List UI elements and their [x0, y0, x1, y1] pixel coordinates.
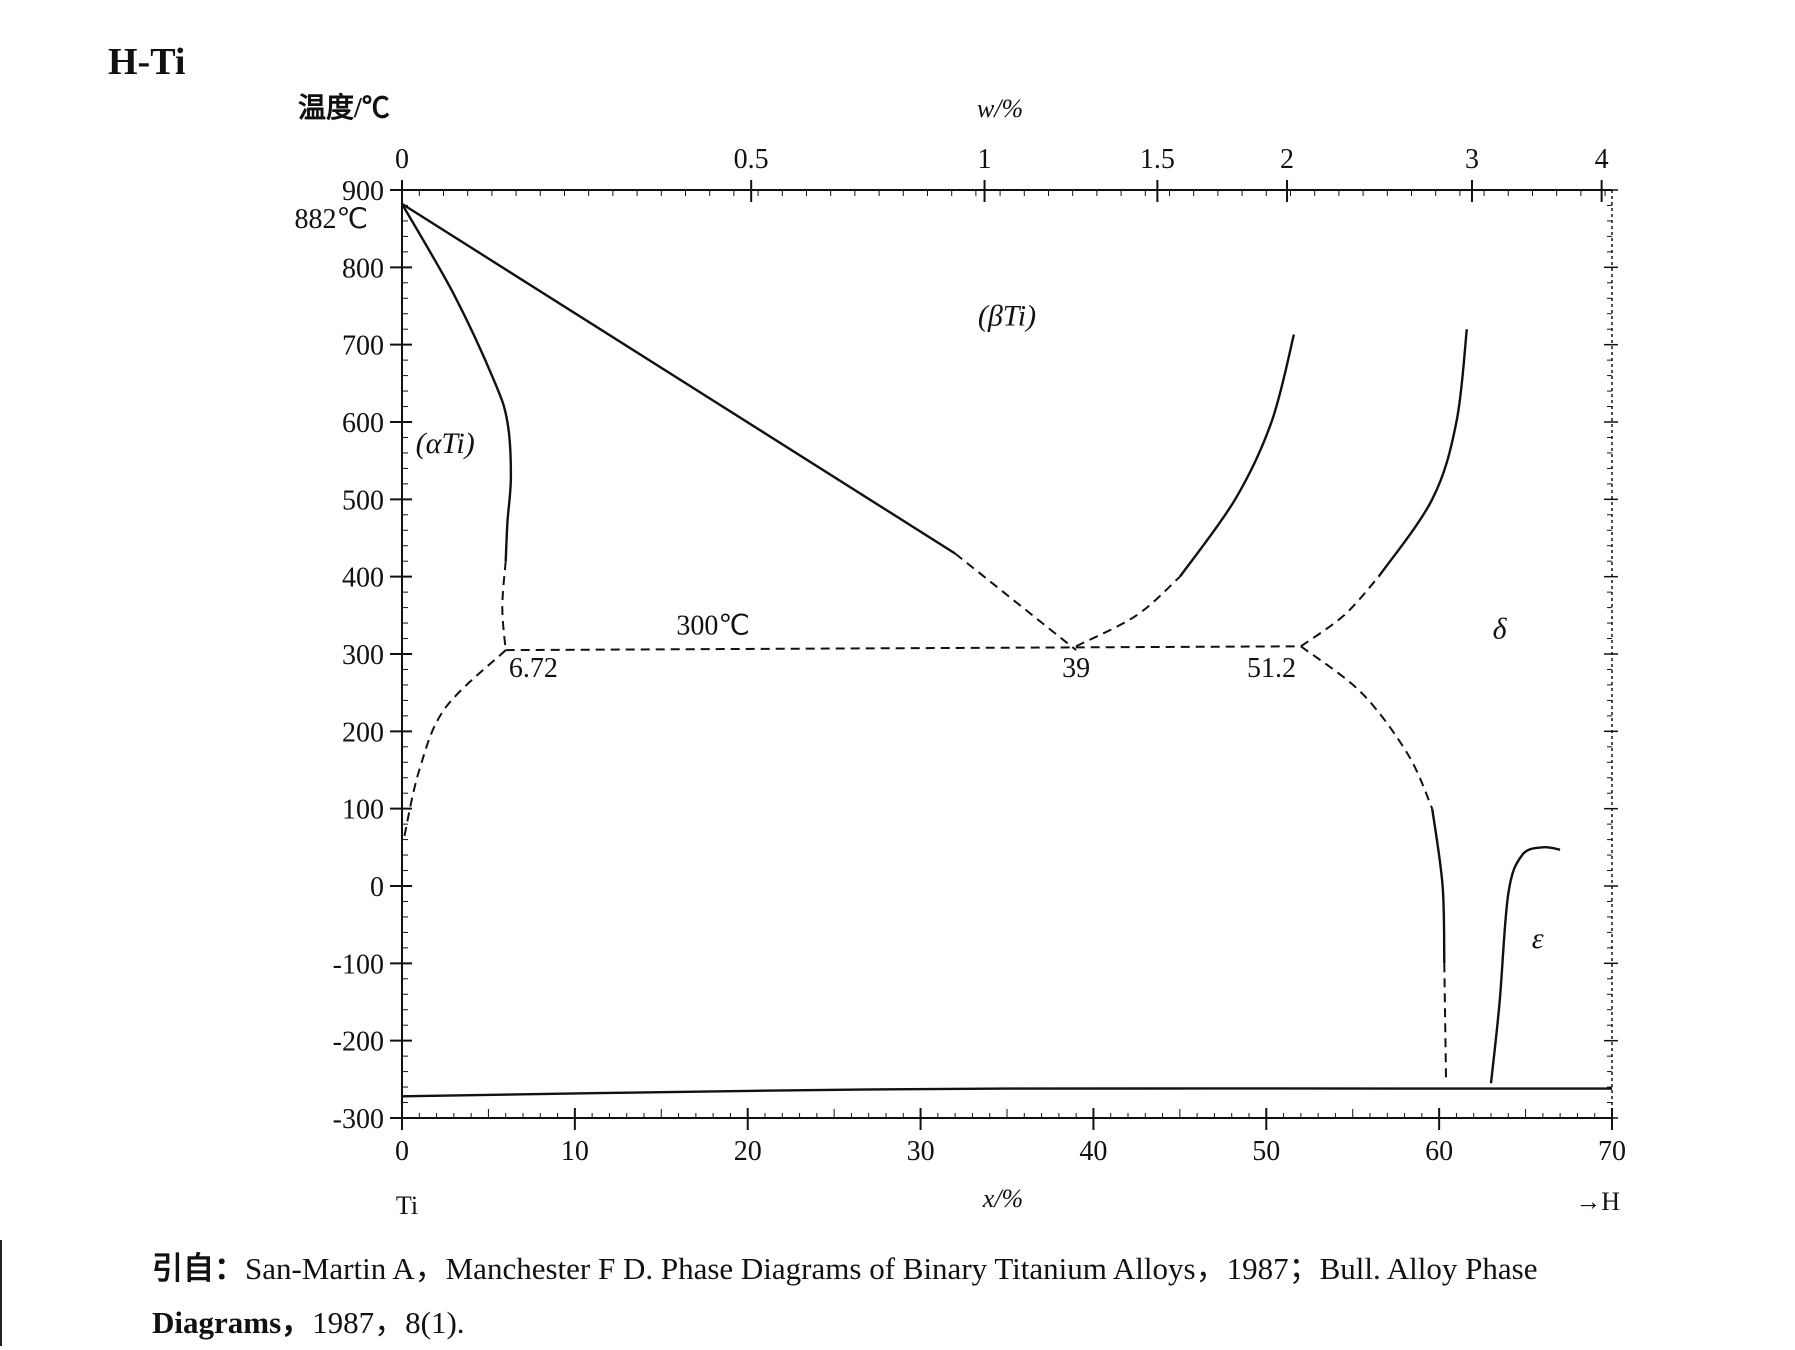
x-tick-label: 50	[1252, 1136, 1280, 1167]
point-label-p512: 51.2	[1247, 653, 1296, 684]
x-top-tick-label: 4	[1595, 144, 1609, 175]
boundary-beta-delta-left	[1178, 334, 1296, 578]
phase-label-epsilon: ε	[1532, 922, 1544, 955]
y-tick-label: 600	[342, 408, 384, 439]
y-tick-label: 200	[342, 717, 384, 748]
x-top-tick-label: 0	[395, 144, 409, 175]
boundary-eutectoid	[505, 645, 1301, 652]
boundary-base-line	[401, 1087, 1612, 1098]
x-tick-label: 10	[561, 1136, 589, 1167]
citation-text: San-Martin A，Manchester F D. Phase Diagr…	[245, 1251, 1538, 1286]
phase-boundaries	[400, 202, 1612, 1098]
boundary-epsilon-boundary	[1489, 845, 1561, 1084]
point-label-p672: 6.72	[509, 653, 558, 684]
axis-ticks: 9008007006005004003002001000-100-200-300…	[333, 144, 1626, 1167]
boundary-alpha-solvus	[400, 203, 513, 562]
y-tick-label: 700	[342, 331, 384, 362]
boundary-beta-delta-right-ext	[1300, 576, 1380, 648]
x-tick-label: 70	[1598, 1136, 1626, 1167]
x-top-tick-label: 1	[978, 144, 992, 175]
point-label-p39: 39	[1062, 653, 1090, 684]
x-top-tick-label: 1.5	[1140, 144, 1175, 175]
x-bottom-axis-label: x/%	[982, 1184, 1023, 1213]
x-top-tick-label: 2	[1280, 144, 1294, 175]
x-top-tick-label: 0.5	[734, 144, 769, 175]
boundary-beta-transus	[401, 202, 956, 555]
x-top-tick-label: 3	[1465, 144, 1479, 175]
y-tick-label: 400	[342, 563, 384, 594]
x-tick-label: 30	[907, 1136, 935, 1167]
citation: 引自：San-Martin A，Manchester F D. Phase Di…	[152, 1242, 1782, 1350]
x-tick-label: 20	[734, 1136, 762, 1167]
y-tick-label: 300	[342, 640, 384, 671]
x-tick-label: 60	[1425, 1136, 1453, 1167]
y-tick-label: 900	[342, 176, 384, 207]
y-tick-label: 0	[370, 872, 384, 903]
y-tick-label: -300	[333, 1104, 384, 1135]
y-tick-label: -200	[333, 1027, 384, 1058]
boundary-beta-transus-ext	[954, 552, 1077, 651]
phase-label-beta: (βTi)	[978, 299, 1036, 332]
y-extra-label: 882℃	[295, 204, 368, 235]
citation-line-2: Diagrams，1987，8(1).	[152, 1296, 1782, 1350]
boundary-beta-delta-right	[1377, 329, 1468, 578]
citation-prefix: 引自：	[152, 1251, 245, 1286]
page-edge-mark	[0, 1240, 2, 1346]
x-top-axis-label: w/%	[977, 94, 1023, 123]
citation-journal: Diagrams，	[152, 1305, 313, 1340]
boundary-alpha-low	[402, 649, 507, 840]
y-axis-label: 温度/℃	[298, 92, 390, 124]
citation-line-1: 引自：San-Martin A，Manchester F D. Phase Di…	[152, 1242, 1782, 1296]
diagram-title: H-Ti	[108, 41, 186, 83]
citation-issue: 1987，8(1).	[312, 1305, 465, 1340]
phase-diagram: 9008007006005004003002001000-100-200-300…	[295, 92, 1626, 1220]
phase-label-alpha: (αTi)	[416, 427, 475, 460]
boundary-delta-solvus-low	[1443, 963, 1448, 1084]
boundary-beta-delta-left-ext	[1075, 575, 1181, 648]
phase-label-delta: δ	[1493, 613, 1508, 646]
point-label-t300: 300℃	[676, 611, 749, 642]
right-element-label: →H	[1575, 1187, 1620, 1216]
y-tick-label: 800	[342, 253, 384, 284]
boundary-alpha-solvus-ext	[501, 561, 507, 651]
x-tick-label: 0	[395, 1136, 409, 1167]
y-tick-label: -100	[333, 949, 384, 980]
diagram-labels: 温度/℃ w/% x/% 882℃ Ti →H (αTi) (βTi) δ ε 300℃…	[295, 92, 1621, 1220]
boundary-delta-solvus	[1431, 808, 1446, 964]
x-tick-label: 40	[1079, 1136, 1107, 1167]
boundary-delta-solvus-dashed	[1300, 645, 1434, 810]
y-tick-label: 100	[342, 795, 384, 826]
left-element-label: Ti	[396, 1191, 418, 1220]
y-tick-label: 500	[342, 485, 384, 516]
